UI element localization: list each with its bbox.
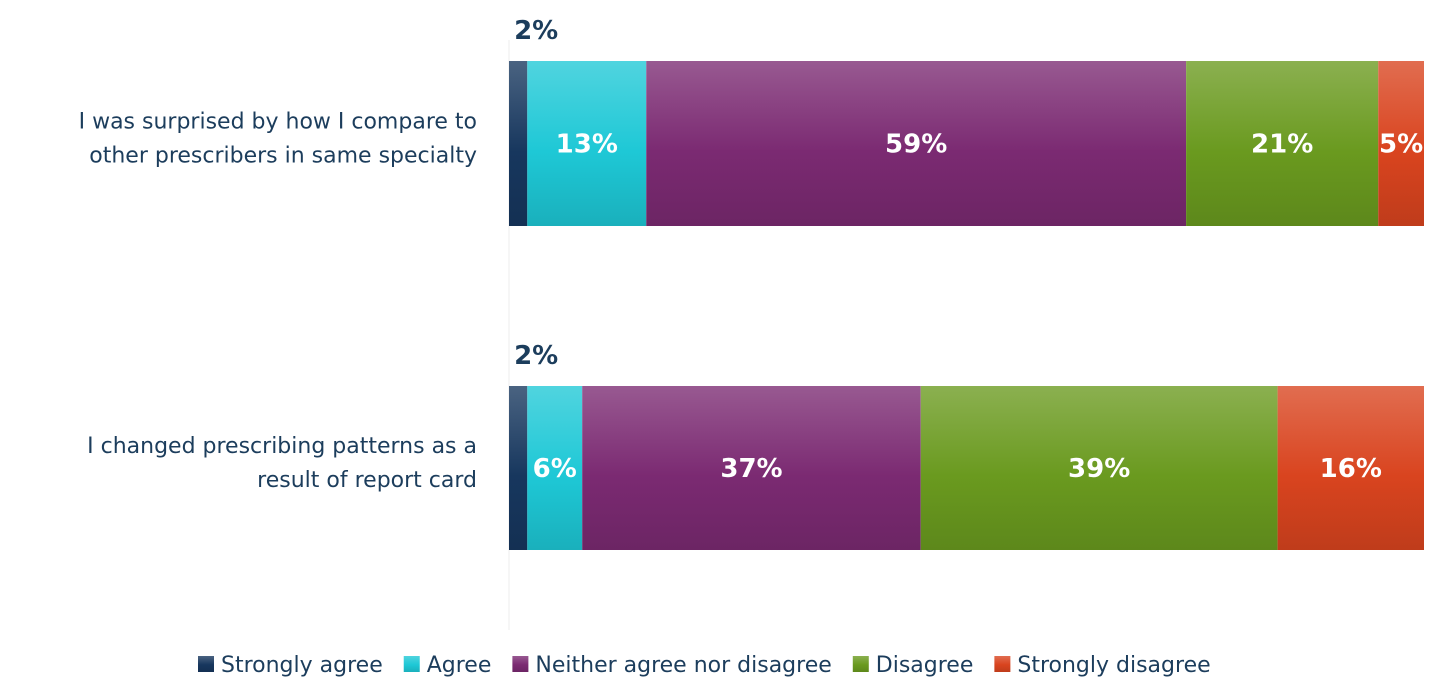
data-label-neither-agree-nor-disagree-row-2: 37% bbox=[720, 454, 782, 484]
bar-segment-agree-row-2 bbox=[527, 386, 583, 550]
bar-segment-agree-row-1 bbox=[527, 61, 647, 226]
data-label-strongly-disagree-row-1: 5% bbox=[1379, 130, 1423, 160]
category-label-row-2-line-2: result of report card bbox=[257, 468, 477, 493]
bar-segment-neither-agree-nor-disagree-row-1 bbox=[646, 61, 1187, 226]
data-label-strongly-agree-row-1: 2% bbox=[514, 16, 558, 46]
data-label-neither-agree-nor-disagree-row-1: 59% bbox=[885, 130, 947, 160]
bar-segment-disagree-row-1 bbox=[1186, 61, 1379, 226]
bar-segment-strongly-agree-row-1 bbox=[509, 61, 528, 226]
legend-label-strongly-disagree: Strongly disagree bbox=[1017, 653, 1210, 678]
legend: Strongly agree Agree Neither agree nor dis… bbox=[198, 653, 1211, 678]
legend-swatch-strongly-agree bbox=[198, 656, 214, 672]
category-label-row-1-line-1: I was surprised by how I compare to bbox=[79, 110, 477, 135]
bar-segment-disagree-row-2 bbox=[920, 386, 1278, 550]
legend-label-agree: Agree bbox=[427, 653, 492, 678]
bar-segment-strongly-agree-row-2 bbox=[509, 386, 528, 550]
legend-swatch-agree bbox=[403, 656, 420, 672]
data-label-agree-row-1: 13% bbox=[556, 130, 618, 160]
data-label-disagree-row-1: 21% bbox=[1251, 130, 1313, 160]
legend-label-strongly-agree: Strongly agree bbox=[221, 653, 383, 678]
bars-layer bbox=[509, 61, 1424, 550]
legend-swatch-neither-agree-nor-disagree bbox=[512, 656, 529, 672]
bar-segment-neither-agree-nor-disagree-row-2 bbox=[582, 386, 921, 550]
bar-segment-strongly-disagree-row-1 bbox=[1378, 61, 1424, 226]
data-label-agree-row-2: 6% bbox=[533, 454, 577, 484]
legend-swatch-strongly-disagree bbox=[994, 656, 1011, 672]
category-label-row-1-line-2: other prescribers in same specialty bbox=[89, 144, 477, 169]
data-label-disagree-row-2: 39% bbox=[1068, 454, 1130, 484]
data-label-strongly-disagree-row-2: 16% bbox=[1320, 454, 1382, 484]
data-label-strongly-agree-row-2: 2% bbox=[514, 341, 558, 371]
category-label-row-2-line-1: I changed prescribing patterns as a bbox=[87, 434, 477, 459]
category-labels: I was surprised by how I compare to other… bbox=[79, 110, 477, 494]
legend-label-disagree: Disagree bbox=[876, 653, 974, 678]
bar-segment-strongly-disagree-row-2 bbox=[1277, 386, 1424, 550]
legend-swatch-disagree bbox=[852, 656, 869, 672]
labels-layer: 2% 13% 59% 21% 5% 2% 6% 37% 39% 16% bbox=[514, 16, 1423, 484]
legend-label-neither-agree-nor-disagree: Neither agree nor disagree bbox=[535, 653, 831, 678]
